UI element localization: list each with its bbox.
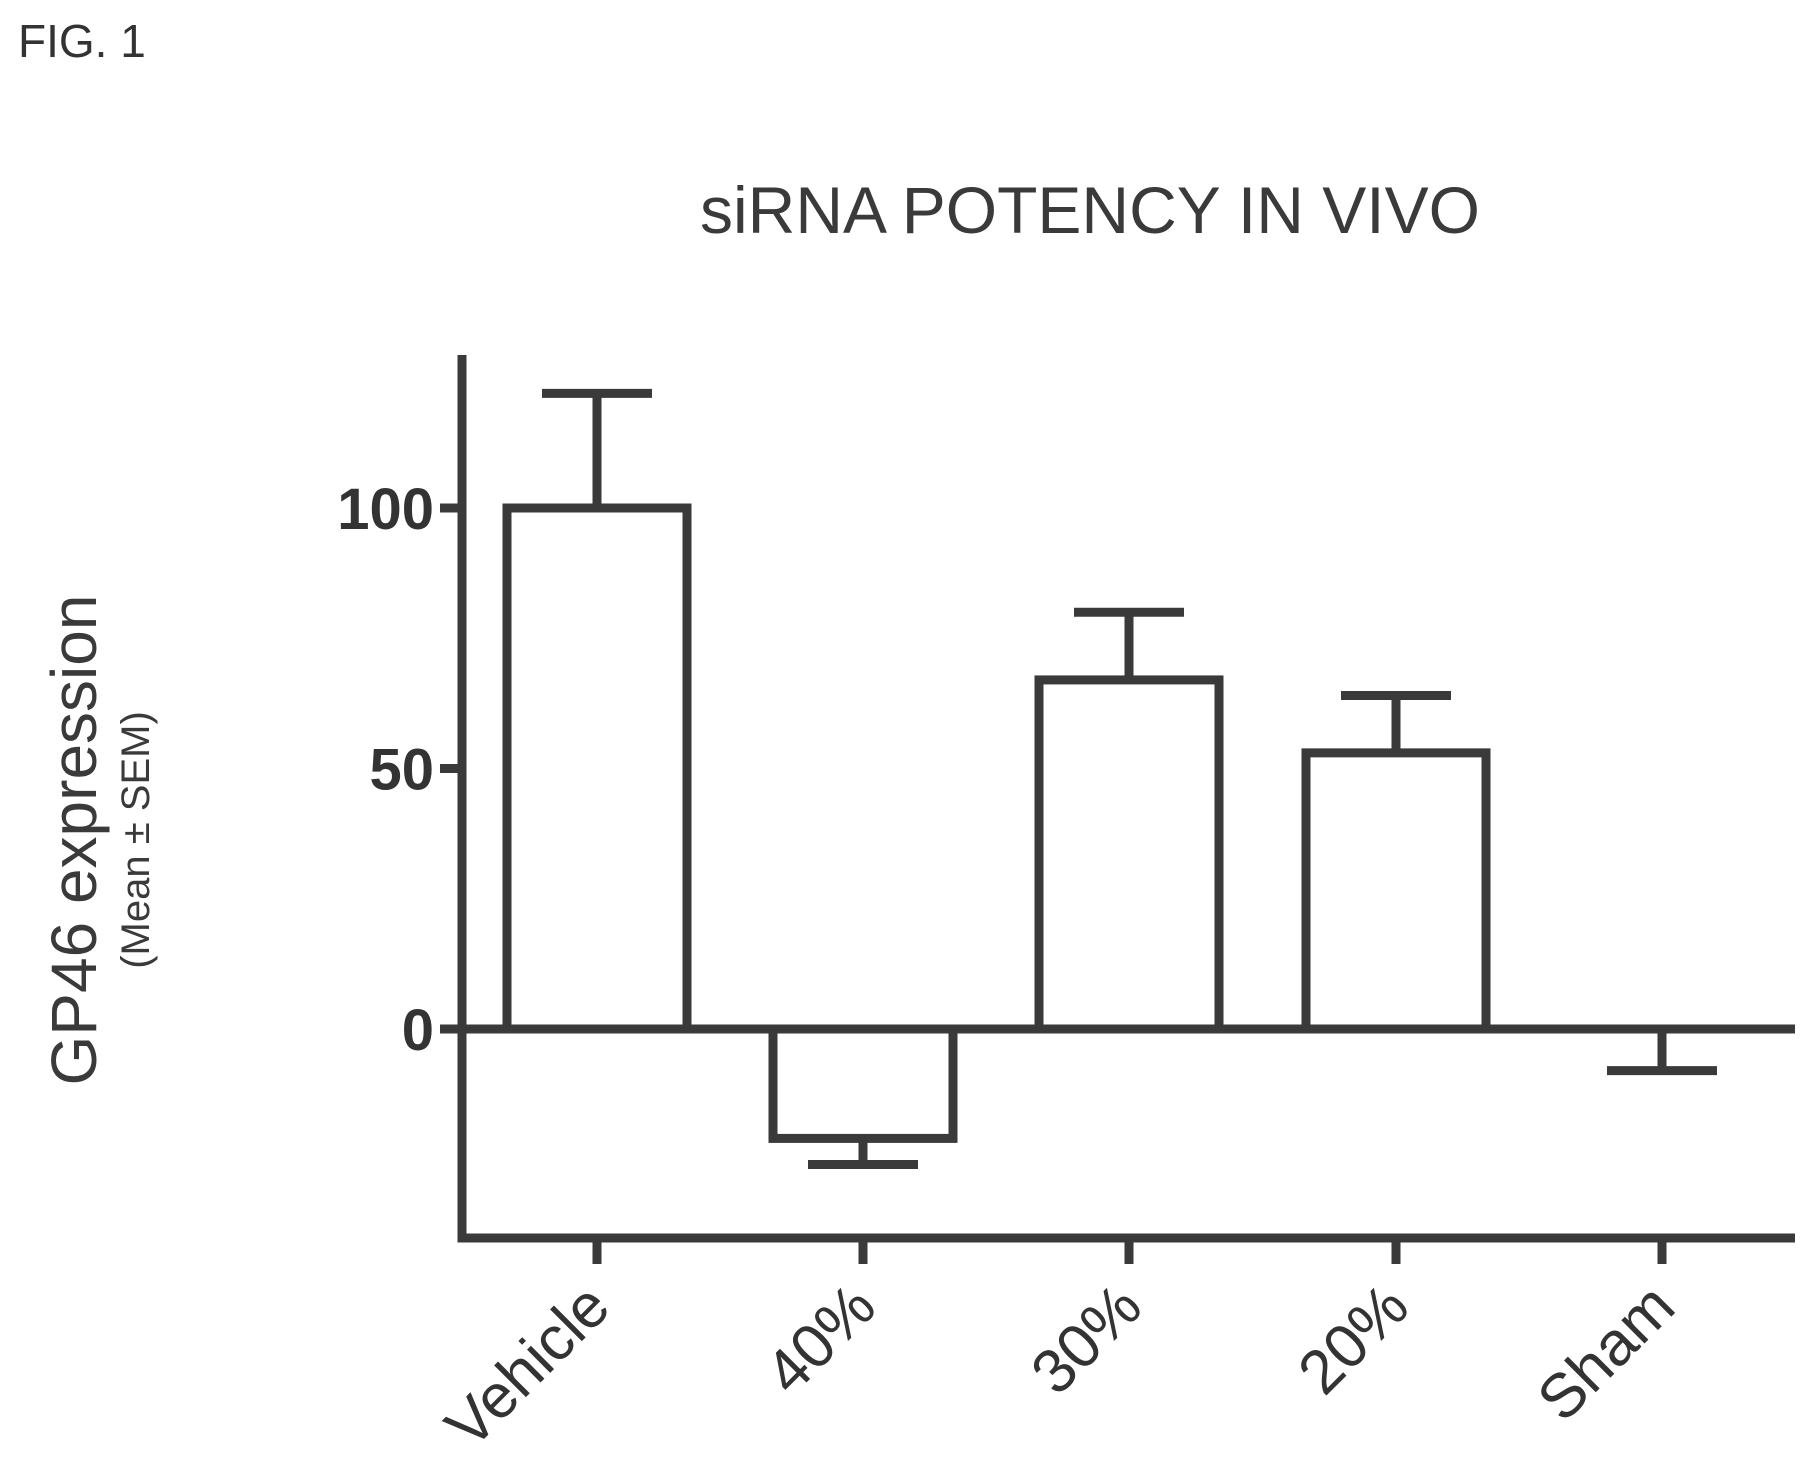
chart-title: siRNA POTENCY IN VIVO (700, 173, 1480, 247)
category-label-20pct: 20% (1285, 1271, 1422, 1408)
category-label-40pct: 40% (752, 1271, 889, 1408)
bar-20pct (1301, 748, 1491, 1034)
y-tick-label-50: 50 (369, 738, 434, 803)
chart-bars (502, 503, 1491, 1143)
bar-40pct (768, 1024, 958, 1143)
y-tick-label-100: 100 (337, 477, 434, 542)
category-label-vehicle: Vehicle (433, 1271, 623, 1461)
category-label-30pct: 30% (1018, 1271, 1155, 1408)
bar-30pct (1034, 675, 1224, 1034)
chart-error-bars (542, 388, 1717, 1169)
chart-ticks: 0 50 100 (337, 477, 1667, 1264)
figure-label: FIG. 1 (18, 15, 146, 67)
bar-vehicle (502, 503, 692, 1034)
chart-category-labels: Vehicle 40% 30% 20% Sham (433, 1271, 1688, 1461)
y-tick-label-0: 0 (402, 998, 434, 1063)
category-label-sham: Sham (1525, 1271, 1688, 1434)
